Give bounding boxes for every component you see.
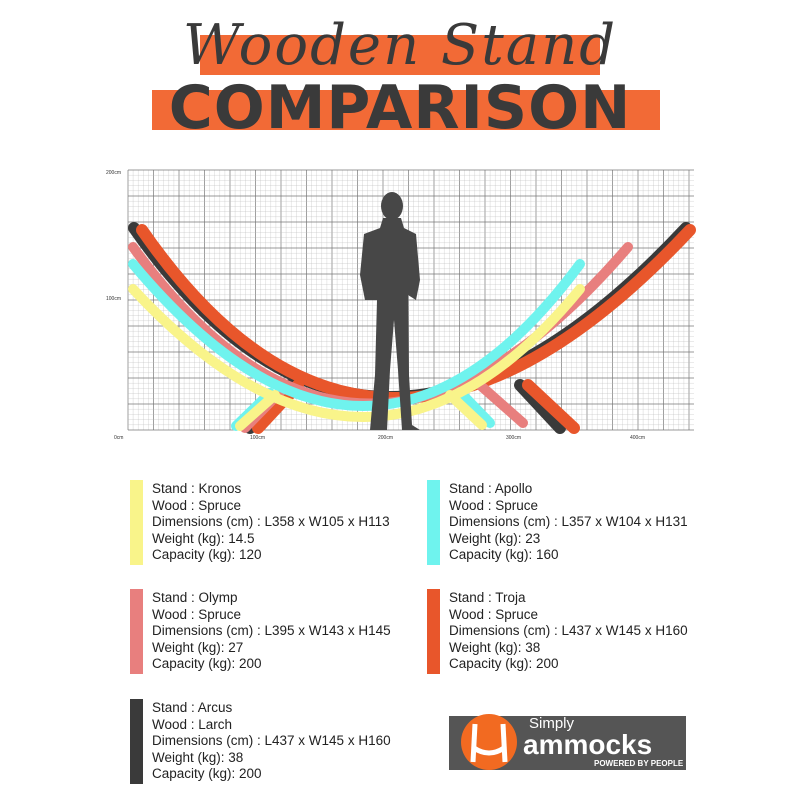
color-swatch [130, 699, 143, 784]
spec-wood: Wood : Spruce [152, 497, 242, 513]
spec-dimensions: Dimensions (cm) : L437 x W145 x H160 [152, 733, 391, 748]
color-swatch [130, 589, 143, 674]
x-tick: 400cm [630, 435, 645, 441]
stand-spec: Stand : Kronos Wood : Spruce Dimensions (c… [152, 481, 390, 564]
stand-spec: Stand : Apollo Wood : Spruce Dimensions (c… [449, 481, 688, 564]
spec-weight: Weight (kg): 14.5 [152, 530, 255, 546]
x-tick: 100cm [250, 435, 265, 441]
x-tick: 200cm [378, 435, 393, 441]
spec-capacity: Capacity (kg): 120 [152, 547, 262, 562]
title-main: COMPARISON [168, 73, 632, 143]
spec-stand: Stand : Apollo [449, 481, 533, 496]
spec-stand: Stand : Olymp [152, 590, 238, 605]
spec-stand: Stand : Troja [449, 590, 526, 605]
spec-stand: Stand : Kronos [152, 481, 242, 496]
color-swatch [427, 589, 440, 674]
spec-dimensions: Dimensions (cm) : L358 x W105 x H113 [152, 514, 390, 529]
spec-weight: Weight (kg): 27 [152, 639, 244, 655]
spec-wood: Wood : Spruce [449, 606, 539, 622]
stand-spec: Stand : Arcus Wood : Larch Dimensions (cm)… [152, 700, 391, 783]
spec-wood: Wood : Spruce [152, 606, 242, 622]
spec-capacity: Capacity (kg): 200 [152, 766, 262, 781]
spec-weight: Weight (kg): 38 [152, 749, 244, 765]
spec-capacity: Capacity (kg): 160 [449, 547, 559, 562]
stand-apollo [128, 259, 585, 431]
spec-weight: Weight (kg): 23 [449, 530, 541, 546]
y-tick: 200cm [106, 170, 121, 176]
stand-kronos [128, 284, 585, 431]
simply-hammocks-logo: Simply ammocks POWERED BY PEOPLE [449, 714, 686, 770]
spec-wood: Wood : Larch [152, 716, 233, 732]
spec-weight: Weight (kg): 38 [449, 639, 541, 655]
logo-brand: ammocks [523, 729, 653, 760]
title-script: Wooden Stand [182, 13, 618, 78]
color-swatch [130, 480, 143, 565]
logo-tagline: POWERED BY PEOPLE [594, 759, 684, 768]
hammock-logo-icon [461, 714, 517, 770]
x-tick: 300cm [506, 435, 521, 441]
person-silhouette-icon [360, 192, 420, 430]
logo-simply: Simply [529, 715, 575, 732]
size-comparison-chart: 200cm 100cm 0cm 100cm 200cm 300cm 400cm [106, 169, 696, 441]
spec-capacity: Capacity (kg): 200 [449, 656, 559, 671]
stand-spec: Stand : Olymp Wood : Spruce Dimensions (cm… [152, 590, 391, 673]
stand-spec: Stand : Troja Wood : Spruce Dimensions (cm… [449, 590, 688, 673]
spec-capacity: Capacity (kg): 200 [152, 656, 262, 671]
y-tick: 100cm [106, 296, 121, 302]
x-tick: 0cm [114, 435, 123, 441]
spec-wood: Wood : Spruce [449, 497, 539, 513]
spec-dimensions: Dimensions (cm) : L357 x W104 x H131 [449, 514, 688, 529]
title-banner-bottom [152, 90, 660, 130]
title-banner-top [200, 35, 600, 75]
spec-dimensions: Dimensions (cm) : L437 x W145 x H160 [449, 623, 688, 638]
color-swatch [427, 480, 440, 565]
spec-stand: Stand : Arcus [152, 700, 233, 715]
spec-dimensions: Dimensions (cm) : L395 x W143 x H145 [152, 623, 391, 638]
